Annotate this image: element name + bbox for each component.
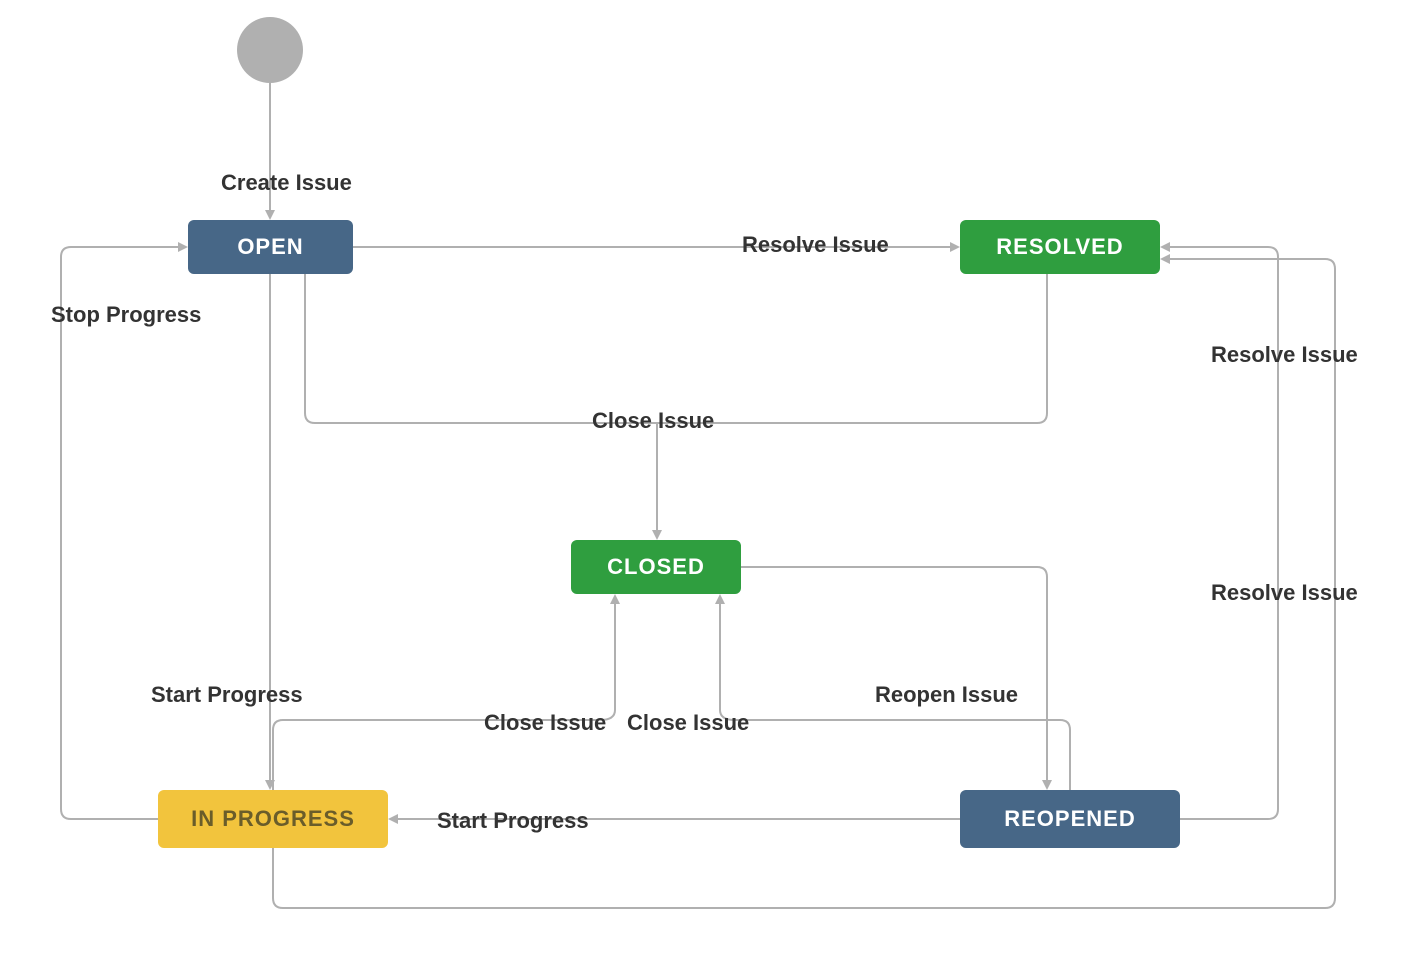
state-closed: CLOSED [571,540,741,594]
start-node [237,17,303,83]
edge-label-inprogress_to_open_stop: Stop Progress [51,302,201,328]
state-reopened-label: REOPENED [1004,806,1135,832]
state-inprogress: IN PROGRESS [158,790,388,848]
state-inprogress-label: IN PROGRESS [191,806,355,832]
edge-closed_to_reopened [741,567,1047,788]
edge-label-reopened_to_resolved: Resolve Issue [1211,580,1358,606]
edge-label-closed_to_reopened: Reopen Issue [875,682,1018,708]
edge-label-open_to_inprogress: Start Progress [151,682,303,708]
state-closed-label: CLOSED [607,554,705,580]
edge-label-reopened_to_closed: Close Issue [627,710,749,736]
state-reopened: REOPENED [960,790,1180,848]
edge-label-start_to_open: Create Issue [221,170,352,196]
state-open-label: OPEN [237,234,303,260]
state-resolved-label: RESOLVED [996,234,1123,260]
state-resolved: RESOLVED [960,220,1160,274]
edge-label-reopened_to_inprogress: Start Progress [437,808,589,834]
edge-label-open_resolved_to_closed_merge: Close Issue [592,408,714,434]
edge-label-open_to_resolved: Resolve Issue [742,232,889,258]
edge-label-inprogress_to_resolved: Resolve Issue [1211,342,1358,368]
edge-reopened_to_resolved [1162,247,1278,819]
edge-inprogress_to_open_stop [61,247,186,819]
edge-label-inprogress_to_closed: Close Issue [484,710,606,736]
workflow-diagram: OPEN RESOLVED CLOSED IN PROGRESS REOPENE… [0,0,1403,953]
state-open: OPEN [188,220,353,274]
edge-open_resolved_to_closed_merge-0 [305,274,1047,423]
edge-inprogress_to_closed [273,596,615,790]
